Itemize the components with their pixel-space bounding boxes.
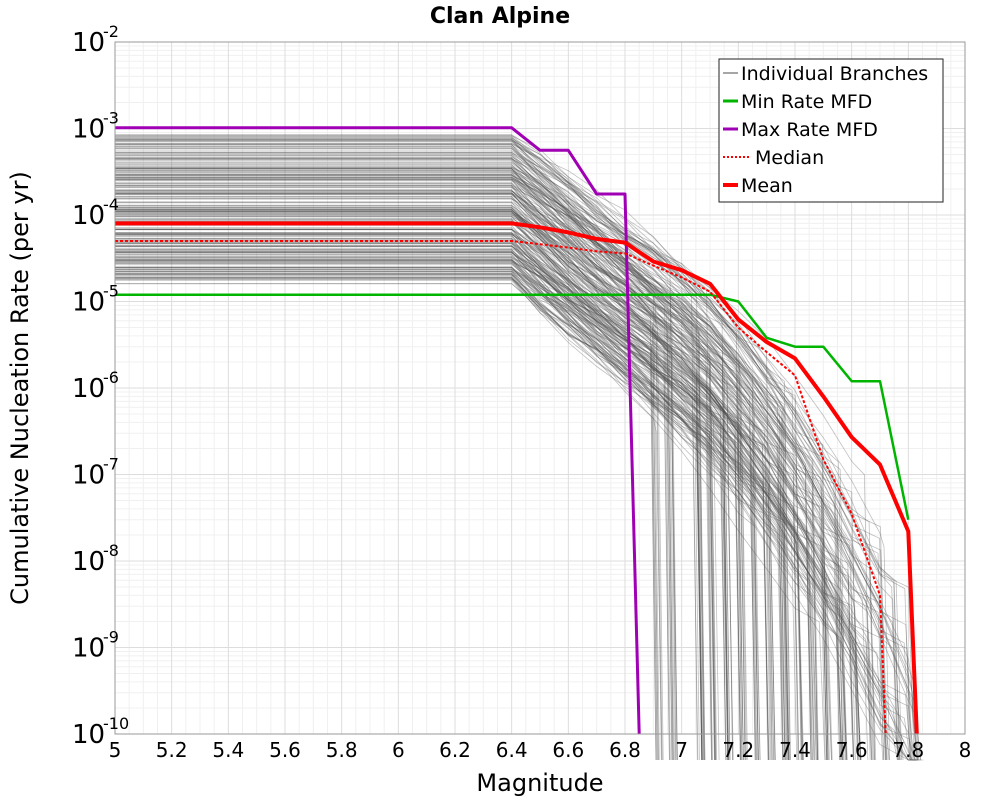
x-tick-label: 6.2 xyxy=(439,738,471,762)
y-tick-base: 10 xyxy=(72,461,105,491)
y-tick-exponent: -8 xyxy=(103,541,119,560)
y-tick-base: 10 xyxy=(72,28,105,58)
x-tick-label: 7.8 xyxy=(892,738,924,762)
x-tick-label: 5.6 xyxy=(269,738,301,762)
legend-label-min: Min Rate MFD xyxy=(741,91,872,113)
legend-label-max: Max Rate MFD xyxy=(741,119,878,141)
legend: Individual Branches Min Rate MFD Max Rat… xyxy=(719,59,943,202)
x-tick-label: 6.4 xyxy=(496,738,528,762)
y-tick-base: 10 xyxy=(72,547,105,577)
chart-title: Clan Alpine xyxy=(430,4,570,29)
y-tick-base: 10 xyxy=(72,634,105,664)
y-axis-label: Cumulative Nucleation Rate (per yr) xyxy=(6,171,34,605)
x-tick-label: 5 xyxy=(109,738,122,762)
legend-label-mean: Mean xyxy=(741,175,793,197)
y-tick-base: 10 xyxy=(72,115,105,145)
x-tick-label: 7.2 xyxy=(722,738,754,762)
x-axis-label: Magnitude xyxy=(476,769,603,797)
legend-label-branches: Individual Branches xyxy=(741,63,928,85)
y-tick-base: 10 xyxy=(72,288,105,318)
y-tick-exponent: -9 xyxy=(103,628,119,647)
x-tick-label: 5.4 xyxy=(212,738,244,762)
y-tick-base: 10 xyxy=(72,720,105,750)
y-tick-exponent: -4 xyxy=(103,195,119,214)
y-tick-exponent: -5 xyxy=(103,282,119,301)
y-tick-base: 10 xyxy=(72,374,105,404)
x-tick-label: 5.8 xyxy=(326,738,358,762)
x-tick-label: 8 xyxy=(959,738,972,762)
chart: 5 5.2 5.4 5.6 5.8 6 6.2 6.4 6.6 6.8 7 7.2 7.4 7.6 7.8 8… xyxy=(0,0,1000,800)
y-tick-exponent: -10 xyxy=(103,714,129,733)
x-tick-label: 6.8 xyxy=(609,738,641,762)
y-tick-exponent: -2 xyxy=(103,22,119,41)
x-tick-label: 7.4 xyxy=(779,738,811,762)
y-tick-exponent: -6 xyxy=(103,368,119,387)
x-tick-label: 7 xyxy=(675,738,688,762)
x-tick-label: 6 xyxy=(392,738,405,762)
y-tick-exponent: -3 xyxy=(103,109,119,128)
x-tick-label: 5.2 xyxy=(156,738,188,762)
y-tick-base: 10 xyxy=(72,201,105,231)
y-tick-exponent: -7 xyxy=(103,455,119,474)
legend-label-median: Median xyxy=(755,147,824,169)
x-tick-label: 7.6 xyxy=(836,738,868,762)
x-tick-label: 6.6 xyxy=(552,738,584,762)
